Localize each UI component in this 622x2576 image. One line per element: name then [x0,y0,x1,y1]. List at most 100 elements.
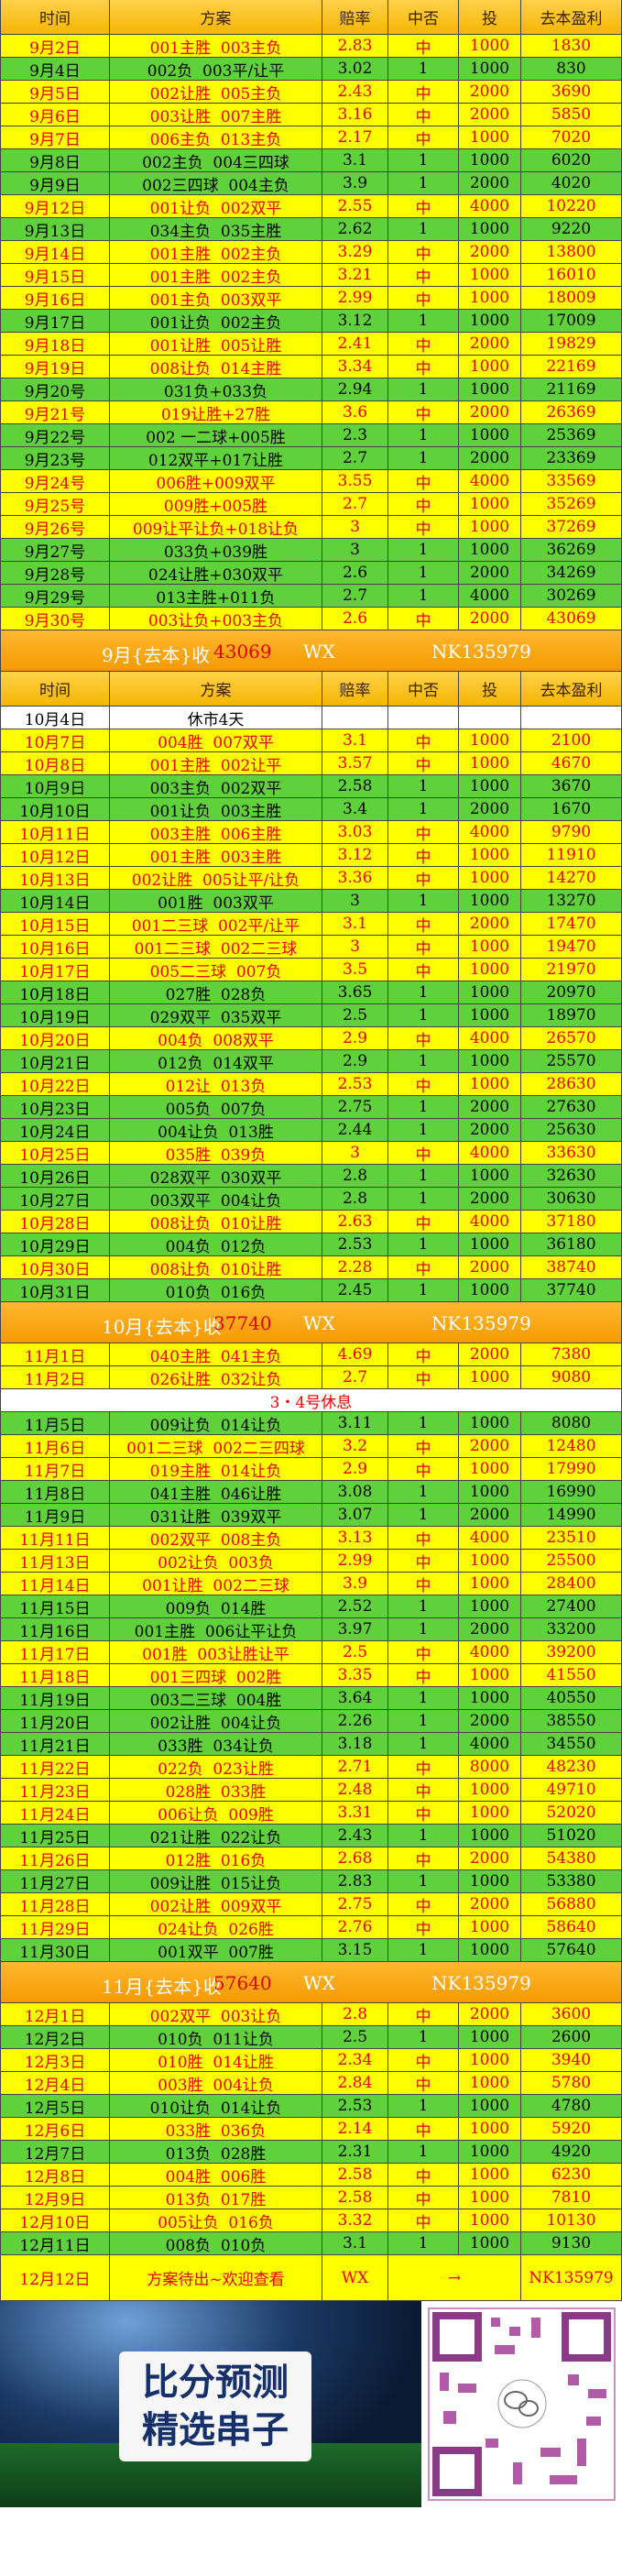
plan-cell: 002让胜 004让负 [110,1710,322,1733]
plan-cell: 001主胜 003主胜 [110,844,322,867]
date-cell: 10月21日 [0,1050,110,1073]
data-row: 9月29号 013主胜+011负 2.7 1 4000 30269 [0,585,622,608]
data-row: 10月26日 028双平 030双平 2.8 1 1000 32630 [0,1165,622,1188]
promo-box: 比分预测 精选串子 [119,2351,311,2461]
profit-cell: 16010 [521,264,622,287]
plan-cell: 008让负 010让胜 [110,1256,322,1279]
plan-cell: 002让胜 005主负 [110,81,322,104]
date-cell: 11月1日 [0,1343,110,1366]
stake-cell: 1000 [459,2026,521,2049]
date-cell: 9月17日 [0,310,110,333]
hit-cell: 中 [388,1641,459,1664]
hit-cell: 1 [388,2141,459,2164]
data-row: 11月18日 001三四球 002胜 3.35 中 1000 41550 [0,1664,622,1687]
data-row: 11月5日 009让负 014让负 3.11 1 1000 8080 [0,1412,622,1435]
hit-cell: 中 [388,2003,459,2026]
date-cell: 10月30日 [0,1256,110,1279]
stake-cell: 4000 [459,1527,521,1550]
plan-cell: 028双平 030双平 [110,1165,322,1188]
stake-cell: 1000 [459,2095,521,2118]
stake-cell: 1000 [459,1412,521,1435]
hit-cell: 1 [388,1096,459,1119]
stake-cell: 4000 [459,821,521,844]
date-cell: 10月22日 [0,1073,110,1096]
profit-cell: 5850 [521,104,622,126]
stake-cell: 2000 [459,1119,521,1142]
hit-cell: 中 [388,1458,459,1481]
profit-cell: 37740 [521,1279,622,1302]
date-cell: 9月20号 [0,378,110,401]
profit-cell: 33569 [521,470,622,493]
profit-cell: 6230 [521,2164,622,2187]
profit-cell: 26369 [521,401,622,424]
hit-cell: 1 [388,1188,459,1211]
plan-cell: 034主负 035主胜 [110,218,322,241]
profit-cell: 36269 [521,539,622,562]
header-cell: 投 [459,0,521,35]
data-row: 10月15日 001二三球 002平/让平 3.1 中 2000 17470 [0,913,622,936]
summary-text: 57640 [213,1972,272,1994]
stake-cell: 1000 [459,516,521,539]
data-row: 10月31日 010负 016负 2.45 1 1000 37740 [0,1279,622,1302]
stake-cell: 1000 [459,1050,521,1073]
hit-cell: 中 [388,1802,459,1825]
date-cell: 12月3日 [0,2049,110,2072]
date-cell: 12月9日 [0,2187,110,2209]
profit-cell: 36180 [521,1233,622,1256]
hit-cell: 中 [388,2072,459,2095]
data-row: 3・4号休息 [0,1389,622,1412]
profit-cell: 53380 [521,1870,622,1893]
profit-cell: 5920 [521,2118,622,2141]
plan-cell: 009胜+005胜 [110,493,322,516]
date-cell: 12月6日 [0,2118,110,2141]
odds-cell: 3.9 [322,1573,388,1595]
hit-cell: 中 [388,401,459,424]
promo-line: 精选串子 [142,2409,289,2451]
hit-cell: 1 [388,562,459,585]
data-row: 10月16日 001二三球 002二三球 3 中 1000 19470 [0,936,622,959]
date-cell: 10月31日 [0,1279,110,1302]
header-cell: 赔率 [322,0,388,35]
odds-cell: 3.11 [322,1412,388,1435]
data-row: 11月7日 019主胜 014让负 2.9 中 1000 17990 [0,1458,622,1481]
stake-cell: 2000 [459,447,521,470]
date-cell: 10月7日 [0,729,110,752]
odds-cell: 2.26 [322,1710,388,1733]
data-row: 10月9日 003主负 002双平 2.58 1 1000 3670 [0,775,622,798]
hit-cell: 1 [388,539,459,562]
hit-cell: 中 [388,2118,459,2141]
hit-cell: 中 [388,729,459,752]
plan-cell: 方案待出~欢迎查看 [110,2255,322,2301]
odds-cell: 2.71 [322,1756,388,1779]
plan-cell: 028胜 033胜 [110,1779,322,1802]
stake-cell: 2000 [459,333,521,356]
stake-cell: 1000 [459,1481,521,1504]
hit-cell: 中 [388,470,459,493]
plan-cell: 001主胜 006让平让负 [110,1618,322,1641]
plan-cell: 031让胜 039双平 [110,1504,322,1527]
odds-cell: 2.6 [322,562,388,585]
plan-cell: 005负 007负 [110,1096,322,1119]
wechat-bubble [504,2391,528,2409]
odds-cell: 2.31 [322,2141,388,2164]
data-row: 9月18日 001让胜 005让胜 2.41 中 2000 19829 [0,333,622,356]
date-cell: 10月25日 [0,1142,110,1165]
date-cell: 11月22日 [0,1756,110,1779]
plan-cell: 005二三球 007负 [110,959,322,981]
hit-cell: 1 [388,218,459,241]
data-row: 10月10日 001让负 003主胜 3.4 1 2000 1670 [0,798,622,821]
data-row: 9月9日 002三四球 004主负 3.9 1 2000 4020 [0,172,622,195]
plan-cell: 003双平 004让负 [110,1188,322,1211]
profit-cell: 25570 [521,1050,622,1073]
plan-cell: 001主胜 003主负 [110,35,322,58]
odds-cell: 2.9 [322,1050,388,1073]
hit-cell: 中 [388,1435,459,1458]
profit-cell: 58640 [521,1916,622,1939]
odds-cell: 3.32 [322,2209,388,2232]
plan-cell: 012负 014双平 [110,1050,322,1073]
plan-cell: 022负 023让胜 [110,1756,322,1779]
odds-cell: 3.18 [322,1733,388,1756]
odds-cell: 2.53 [322,1073,388,1096]
hit-cell: 中 [388,1916,459,1939]
profit-cell: 30630 [521,1188,622,1211]
